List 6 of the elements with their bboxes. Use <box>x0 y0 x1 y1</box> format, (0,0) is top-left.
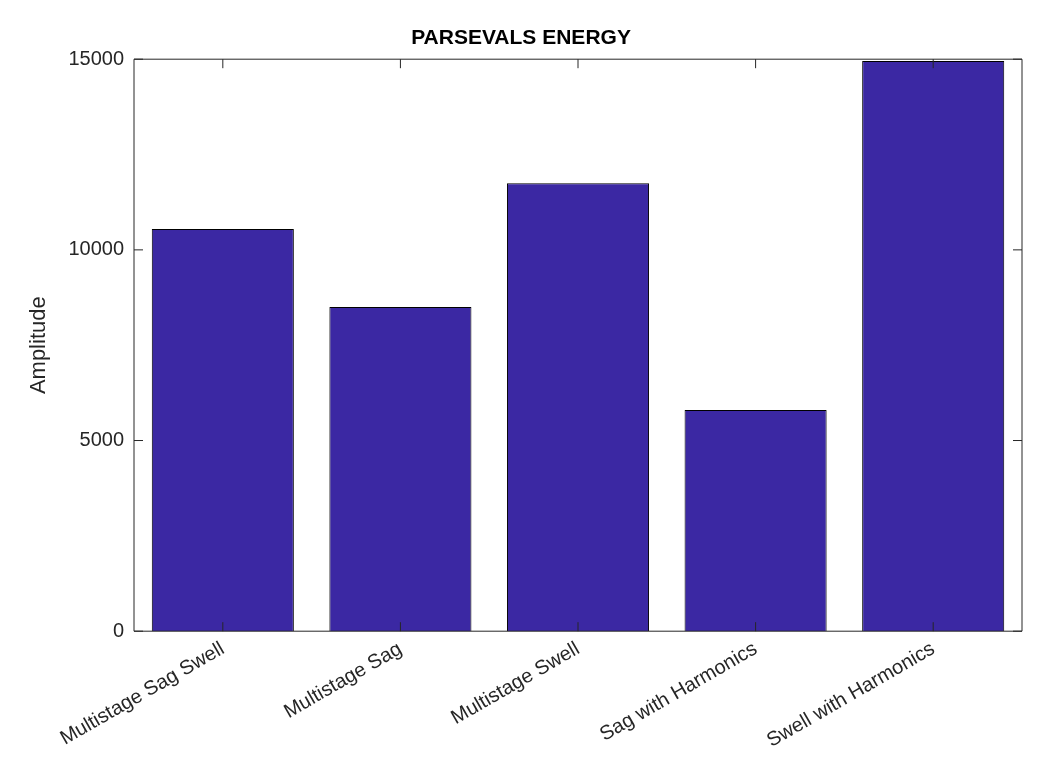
y-axis-title: Amplitude <box>25 296 51 395</box>
y-tick-label: 5000 <box>79 428 125 451</box>
y-tick-label: 15000 <box>68 46 125 69</box>
y-tick-label: 10000 <box>68 237 125 260</box>
chart-title: PARSEVALS ENERGY <box>411 25 631 49</box>
y-tick-label: 0 <box>112 618 125 641</box>
